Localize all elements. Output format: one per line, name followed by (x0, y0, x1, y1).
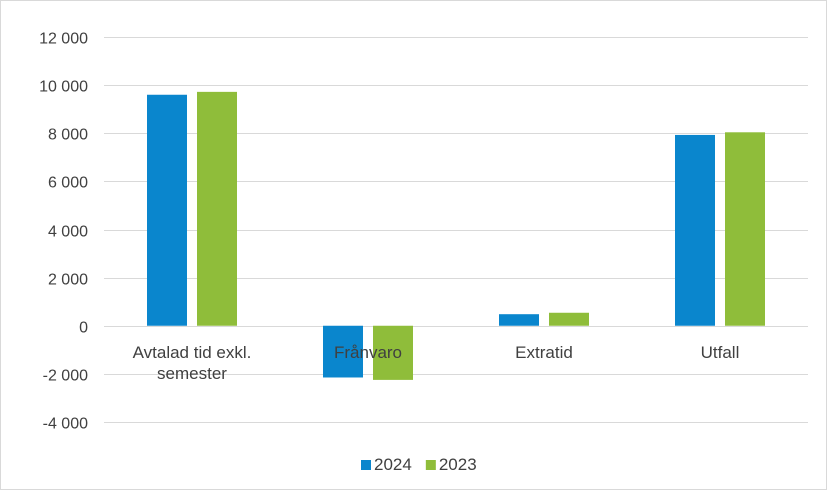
legend-swatch-2024 (361, 460, 371, 470)
y-tick-label: -4 000 (43, 416, 88, 433)
bar-2023-2 (549, 312, 589, 326)
y-tick-label: 2 000 (48, 272, 88, 289)
bar-2024-0 (147, 94, 187, 326)
legend: 2024 2023 (361, 455, 477, 474)
x-category-label: Avtalad tid exkl. (133, 343, 252, 362)
legend-swatch-2023 (425, 460, 436, 470)
bar-2024-1 (323, 325, 363, 378)
x-category-label: Frånvaro (334, 343, 402, 362)
bars (147, 91, 765, 380)
y-tick-label: 10 000 (39, 79, 88, 96)
x-axis-labels: Avtalad tid exkl. semester Frånvaro Extrati… (133, 343, 740, 383)
legend-label-2023: 2023 (439, 455, 477, 474)
y-tick-label: 12 000 (39, 31, 88, 48)
y-axis: 12 000 10 000 8 000 6 000 4 000 2 000 0 -2 000 -… (39, 31, 88, 433)
bar-2023-3 (725, 132, 765, 326)
bar-2023-1 (373, 325, 413, 380)
y-tick-label: 6 000 (48, 175, 88, 192)
x-category-label: semester (157, 364, 227, 383)
y-tick-label: 8 000 (48, 127, 88, 144)
y-tick-label: 4 000 (48, 224, 88, 241)
bar-2024-3 (675, 134, 715, 326)
bar-2024-2 (499, 314, 539, 326)
x-category-label: Extratid (515, 343, 573, 362)
y-tick-label: 0 (79, 320, 88, 337)
x-category-label: Utfall (701, 343, 740, 362)
legend-label-2024: 2024 (374, 455, 412, 474)
bar-2023-0 (197, 91, 237, 326)
y-tick-label: -2 000 (43, 368, 88, 385)
